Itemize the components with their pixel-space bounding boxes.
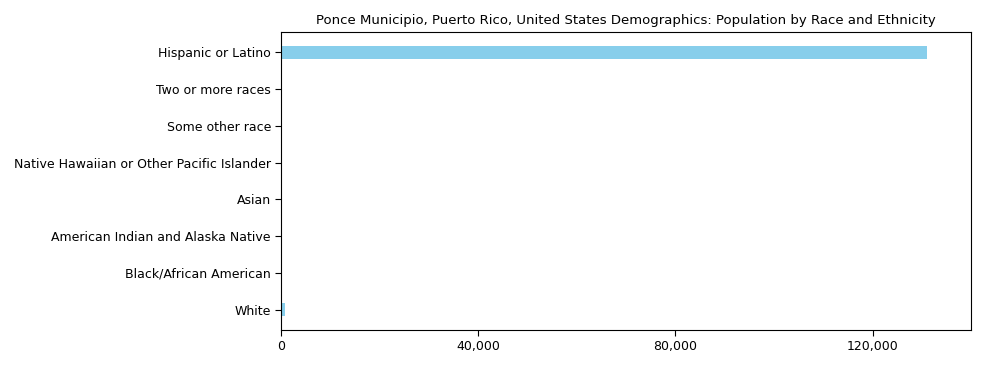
Title: Ponce Municipio, Puerto Rico, United States Demographics: Population by Race and: Ponce Municipio, Puerto Rico, United Sta…: [316, 14, 936, 27]
Bar: [282, 303, 286, 316]
Bar: [282, 46, 927, 59]
